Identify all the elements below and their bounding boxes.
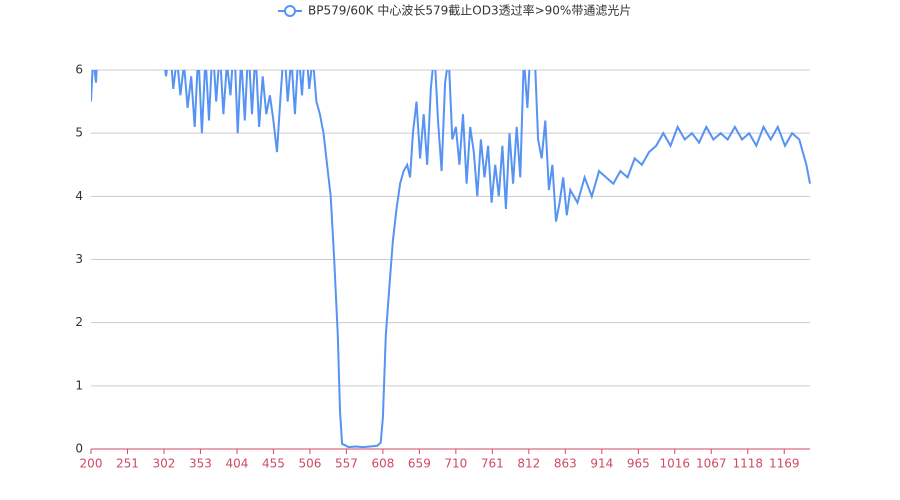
x-tick-label: 404: [225, 457, 248, 471]
x-tick-label: 506: [298, 457, 321, 471]
x-tick-label: 1016: [660, 457, 691, 471]
x-tick-label: 353: [189, 457, 212, 471]
x-tick-label: 863: [554, 457, 577, 471]
y-tick-label: 5: [75, 126, 83, 140]
x-tick-label: 302: [153, 457, 176, 471]
series-line: [91, 70, 811, 449]
x-tick-label: 608: [371, 457, 394, 471]
y-tick-label: 1: [75, 378, 83, 392]
y-tick-label: 2: [75, 315, 83, 329]
x-tick-label: 1118: [732, 457, 763, 471]
x-tick-label: 1067: [696, 457, 727, 471]
x-tick-label: 1169: [769, 457, 800, 471]
x-tick-label: 812: [517, 457, 540, 471]
y-tick-label: 6: [75, 63, 83, 77]
y-tick-label: 3: [75, 252, 83, 266]
x-tick-label: 557: [335, 457, 358, 471]
legend-icon: [284, 5, 296, 17]
x-tick-label: 965: [627, 457, 650, 471]
x-tick-label: 914: [590, 457, 613, 471]
x-tick-label: 710: [444, 457, 467, 471]
x-tick-label: 455: [262, 457, 285, 471]
y-tick-label: 4: [75, 189, 83, 203]
x-tick-label: 200: [80, 457, 103, 471]
y-tick-label: 0: [75, 442, 83, 456]
x-tick-label: 659: [408, 457, 431, 471]
x-tick-label: 251: [116, 457, 139, 471]
legend-label: BP579/60K 中心波长579截止OD3透过率>90%带通滤光片: [308, 3, 631, 18]
x-tick-label: 761: [481, 457, 504, 471]
